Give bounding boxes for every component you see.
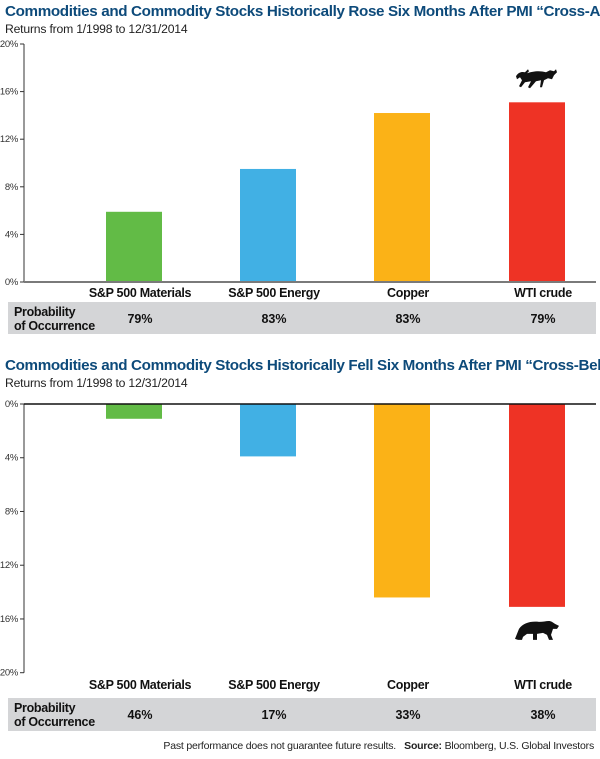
y-tick-label: 4%	[5, 229, 19, 240]
source-label: Source:	[404, 740, 442, 752]
bar-s-p-500-energy	[240, 404, 296, 457]
y-tick-label: 12%	[0, 134, 19, 145]
y-tick-label: 0%	[5, 277, 19, 288]
probability-header: Probability of Occurrence	[14, 305, 95, 333]
category-label: S&P 500 Materials	[89, 678, 192, 692]
bear-icon	[515, 620, 559, 640]
category-label: WTI crude	[514, 286, 572, 300]
y-tick-label: 20%	[0, 39, 19, 50]
category-label: S&P 500 Materials	[89, 286, 192, 300]
bar-s-p-500-materials	[106, 404, 162, 419]
bottom-chart-subtitle: Returns from 1/1998 to 12/31/2014	[5, 376, 188, 390]
probability-value: 33%	[395, 708, 421, 722]
disclaimer: Past performance does not guarantee futu…	[163, 740, 396, 752]
y-tick-label: 4%	[5, 453, 19, 464]
top-chart-title: Commodities and Commodity Stocks Histori…	[5, 3, 600, 20]
bar-wti-crude	[509, 102, 565, 282]
top-probability-table: Probability of Occurrence 79% 83% 83% 79%	[8, 302, 596, 334]
bar-s-p-500-energy	[240, 168, 296, 282]
bottom-probability-table: Probability of Occurrence 46% 17% 33% 38%	[8, 698, 596, 731]
y-tick-label: 20%	[0, 668, 19, 679]
bar-s-p-500-materials	[106, 211, 162, 282]
category-label: Copper	[387, 286, 429, 300]
y-tick-label: 12%	[0, 560, 19, 571]
probability-value: 46%	[127, 708, 153, 722]
y-tick-label: 8%	[5, 506, 19, 517]
probability-value: 79%	[530, 312, 556, 326]
bottom-chart-title: Commodities and Commodity Stocks Histori…	[5, 357, 600, 374]
category-label: WTI crude	[514, 678, 572, 692]
probability-header-line2: of Occurrence	[14, 319, 95, 333]
y-tick-label: 8%	[5, 182, 19, 193]
bar-copper	[374, 113, 430, 283]
bull-icon	[516, 69, 557, 89]
probability-header-line2: of Occurrence	[14, 715, 95, 729]
probability-value: 83%	[261, 312, 287, 326]
bottom-chart: 0% 4% 8% 12% 16% 20% S&P 500 Materials S&P 500 …	[0, 399, 596, 692]
probability-value: 38%	[530, 708, 556, 722]
probability-header: Probability of Occurrence	[14, 701, 95, 729]
footer: Past performance does not guarantee futu…	[163, 740, 594, 752]
top-chart-subtitle: Returns from 1/1998 to 12/31/2014	[5, 22, 188, 36]
probability-header-line1: Probability	[14, 305, 76, 319]
category-label: S&P 500 Energy	[228, 678, 320, 692]
category-label: S&P 500 Energy	[228, 286, 320, 300]
y-tick-label: 16%	[0, 614, 19, 625]
probability-header-line1: Probability	[14, 701, 76, 715]
probability-value: 17%	[261, 708, 287, 722]
probability-value: 83%	[395, 312, 421, 326]
y-tick-label: 0%	[5, 399, 19, 410]
bar-wti-crude	[509, 404, 565, 607]
bar-copper	[374, 404, 430, 598]
source-text: Bloomberg, U.S. Global Investors	[444, 740, 595, 752]
y-tick-label: 16%	[0, 87, 19, 98]
category-label: Copper	[387, 678, 429, 692]
top-chart: 0% 4% 8% 12% 16% 20% S&P 500 Materials S&P 500 …	[0, 39, 596, 300]
probability-value: 79%	[127, 312, 153, 326]
